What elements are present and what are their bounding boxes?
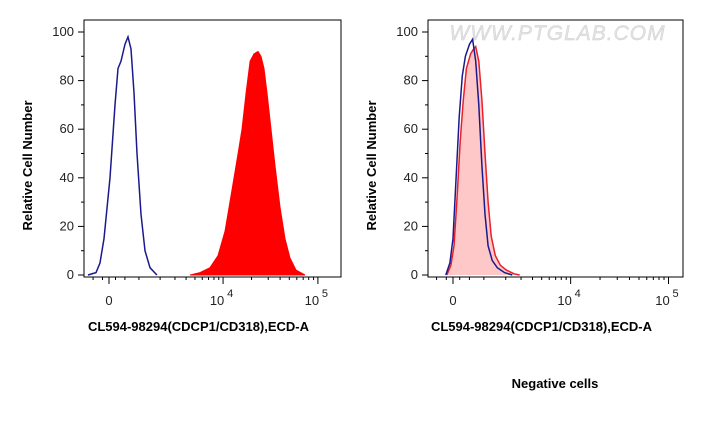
y-tick-label: 80 (404, 73, 418, 88)
x-tick-exponent: 5 (322, 288, 328, 300)
y-tick-label: 40 (404, 170, 418, 185)
x-tick-label: 10 (655, 293, 669, 308)
y-tick-label: 60 (60, 121, 74, 136)
series-0-histogram-fill (446, 46, 520, 275)
series-0-histogram-line (87, 34, 158, 276)
y-tick-label: 100 (396, 24, 418, 39)
x-tick-label: 10 (210, 293, 224, 308)
x-tick-label: 10 (305, 293, 319, 308)
x-axis-label: CL594-98294(CDCP1/CD318),ECD-A (88, 319, 310, 334)
plot-frame (83, 19, 342, 278)
x-tick-exponent: 5 (672, 288, 678, 300)
y-tick-label: 20 (404, 218, 418, 233)
x-tick-exponent: 4 (575, 288, 581, 300)
y-tick-label: 40 (60, 170, 74, 185)
y-tick-label: 80 (60, 73, 74, 88)
watermark: WWW.PTGLAB.COM (449, 22, 665, 45)
y-tick-label: 100 (52, 24, 74, 39)
series-0-histogram-outline (446, 44, 520, 276)
x-tick-label: 10 (557, 293, 571, 308)
y-tick-label: 60 (404, 121, 418, 136)
x-tick-label: 0 (105, 293, 112, 308)
y-axis-label: Relative Cell Number (20, 100, 35, 230)
x-tick-label: 0 (449, 293, 456, 308)
series-1-histogram (189, 50, 306, 276)
y-tick-label: 20 (60, 218, 74, 233)
x-axis-label: CL594-98294(CDCP1/CD318),ECD-A (431, 319, 653, 334)
y-axis-label: Relative Cell Number (364, 100, 379, 230)
y-tick-label: 0 (411, 267, 418, 282)
panel-caption: Negative cells (512, 376, 599, 391)
x-tick-exponent: 4 (227, 288, 233, 300)
series-1-histogram-line (445, 37, 513, 276)
y-tick-label: 0 (67, 267, 74, 282)
